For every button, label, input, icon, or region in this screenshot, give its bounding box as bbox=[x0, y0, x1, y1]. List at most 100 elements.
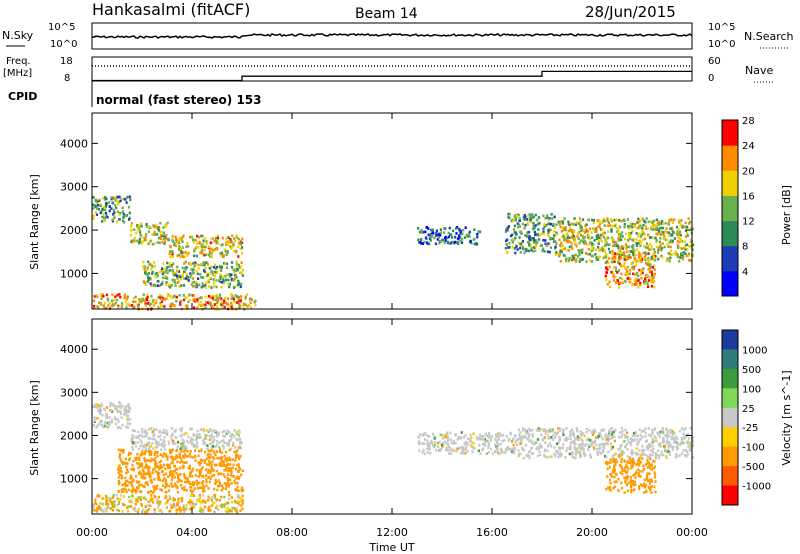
echo-cell bbox=[209, 449, 212, 453]
echo-cell bbox=[675, 435, 678, 438]
echo-cell bbox=[581, 251, 584, 254]
echo-cell bbox=[613, 244, 616, 247]
echo-cell bbox=[689, 226, 692, 230]
echo-cell bbox=[583, 444, 586, 447]
echo-cell bbox=[176, 275, 179, 278]
echo-cell bbox=[169, 451, 172, 455]
echo-cell bbox=[157, 236, 160, 240]
echo-cell bbox=[577, 222, 580, 225]
echo-cell bbox=[156, 241, 159, 244]
echo-cell bbox=[192, 240, 195, 244]
echo-cell bbox=[689, 449, 692, 452]
echo-cell bbox=[162, 428, 165, 432]
echo-cell bbox=[216, 504, 219, 508]
echo-cell bbox=[215, 445, 218, 448]
echo-cell bbox=[680, 252, 683, 255]
echo-cell bbox=[608, 465, 612, 469]
echo-cell bbox=[160, 269, 163, 273]
echo-cell bbox=[156, 498, 159, 501]
echo-cell bbox=[661, 255, 664, 259]
echo-cell bbox=[152, 491, 155, 494]
echo-cell bbox=[104, 196, 107, 199]
echo-cell bbox=[229, 469, 232, 472]
echo-cell bbox=[625, 232, 628, 236]
echo-cell bbox=[207, 453, 210, 456]
echo-cell bbox=[648, 275, 651, 279]
echo-cell bbox=[210, 255, 213, 258]
echo-cell bbox=[529, 218, 532, 222]
echo-cell bbox=[612, 275, 615, 279]
echo-cell bbox=[228, 448, 231, 452]
echo-cell bbox=[493, 450, 497, 454]
echo-cell bbox=[177, 501, 180, 504]
echo-cell bbox=[613, 467, 616, 470]
echo-cell bbox=[649, 280, 653, 284]
echo-cell bbox=[201, 466, 204, 469]
echo-cell bbox=[209, 509, 212, 512]
echo-cell bbox=[620, 435, 623, 439]
echo-cell bbox=[223, 454, 226, 458]
echo-cell bbox=[227, 485, 230, 488]
echo-cell bbox=[673, 431, 676, 435]
echo-cell bbox=[643, 448, 646, 452]
echo-cell bbox=[200, 243, 203, 246]
echo-cell bbox=[166, 455, 169, 458]
echo-cell bbox=[558, 435, 561, 439]
echo-cell bbox=[233, 500, 237, 503]
echo-cell bbox=[238, 467, 241, 470]
echo-cell bbox=[154, 446, 157, 449]
echo-cell bbox=[594, 253, 597, 256]
echo-cell bbox=[171, 455, 174, 459]
echo-cell bbox=[508, 212, 511, 216]
echo-cell bbox=[138, 463, 141, 466]
echo-cell bbox=[117, 509, 121, 513]
echo-cell bbox=[170, 284, 173, 287]
echo-cell bbox=[161, 454, 164, 458]
echo-cell bbox=[169, 286, 172, 289]
echo-cell bbox=[633, 225, 636, 228]
echo-cell bbox=[114, 302, 117, 305]
echo-cell bbox=[495, 433, 498, 436]
echo-cell bbox=[152, 485, 155, 488]
echo-cell bbox=[511, 240, 514, 244]
echo-cell bbox=[123, 503, 126, 507]
echo-cell bbox=[572, 223, 575, 226]
echo-cell bbox=[131, 446, 134, 449]
echo-cell bbox=[567, 229, 570, 233]
echo-cell bbox=[428, 237, 432, 240]
echo-cell bbox=[615, 281, 618, 284]
echo-cell bbox=[535, 244, 538, 248]
echo-cell bbox=[164, 275, 167, 278]
echo-cell bbox=[574, 223, 577, 226]
echo-cell bbox=[131, 479, 134, 483]
echo-cell bbox=[671, 226, 674, 230]
echo-cell bbox=[126, 214, 129, 217]
echo-cell bbox=[110, 420, 114, 424]
echo-cell bbox=[198, 432, 201, 436]
echo-cell bbox=[598, 444, 601, 447]
echo-cell bbox=[622, 245, 625, 248]
echo-cell bbox=[202, 484, 205, 487]
echo-cell bbox=[125, 484, 128, 487]
echo-cell bbox=[176, 265, 179, 269]
echo-cell bbox=[639, 281, 642, 285]
echo-cell bbox=[547, 437, 550, 440]
echo-cell bbox=[181, 447, 184, 451]
echo-cell bbox=[203, 253, 206, 257]
echo-cell bbox=[426, 447, 429, 450]
echo-cell bbox=[222, 299, 225, 303]
echo-cell bbox=[654, 436, 657, 440]
echo-cell bbox=[110, 500, 113, 504]
velocity-color-swatch bbox=[722, 407, 738, 428]
echo-cell bbox=[663, 445, 666, 448]
echo-cell bbox=[220, 254, 223, 258]
echo-cell bbox=[126, 470, 129, 474]
echo-cell bbox=[648, 259, 651, 262]
echo-cell bbox=[211, 468, 214, 471]
echo-cell bbox=[617, 239, 620, 242]
echo-cell bbox=[186, 454, 189, 458]
echo-cell bbox=[517, 449, 520, 452]
echo-cell bbox=[105, 502, 108, 506]
echo-cell bbox=[614, 458, 618, 462]
echo-cell bbox=[606, 437, 609, 441]
